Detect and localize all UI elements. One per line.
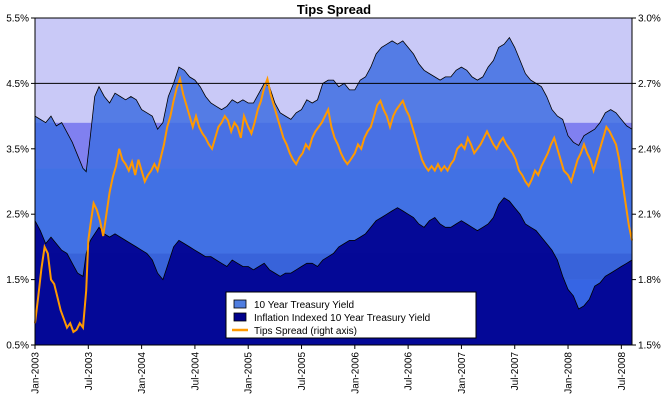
x-tick-label: Jul-2004	[190, 352, 201, 391]
plot-frame	[34, 17, 633, 346]
y-right-tick-label: 2.7%	[638, 79, 661, 90]
series-areas	[34, 36, 633, 345]
x-tick-label: Jul-2006	[404, 352, 415, 391]
legend-box	[225, 291, 477, 339]
series-area	[35, 197, 632, 345]
legend-label: 10 Year Treasury Yield	[254, 300, 354, 311]
x-tick-label: Jan-2003	[31, 352, 42, 394]
legend-label: Tips Spread (right axis)	[254, 326, 357, 337]
chart-title: Tips Spread	[297, 2, 371, 17]
series-area-outline	[34, 197, 633, 310]
y-right-tick-label: 2.4%	[638, 144, 661, 155]
y-right-tick-label: 3.0%	[638, 14, 661, 25]
y-right-tick-label: 1.5%	[638, 341, 661, 352]
series-area-outline	[34, 36, 633, 173]
x-tick-label: Jul-2003	[84, 352, 95, 391]
y-left-tick-label: 3.5%	[6, 144, 29, 155]
x-tick-label: Jul-2008	[617, 352, 628, 391]
y-right-tick-label: 1.8%	[638, 275, 661, 286]
legend-swatch	[233, 299, 247, 309]
axes: 0.5% 1.5% 2.5% 3.5% 4.5% 5.5% 1.5% 1.8% 2.1% 2.4%…	[6, 14, 661, 394]
x-tick-label: Jan-2007	[457, 352, 468, 394]
legend: 10 Year Treasury Yield Inflation Indexed …	[225, 291, 477, 339]
series-lines	[34, 75, 633, 334]
y-left-tick-label: 5.5%	[6, 14, 29, 25]
x-tick-label: Jan-2005	[244, 352, 255, 394]
y-left-tick-label: 2.5%	[6, 210, 29, 221]
x-tick-label: Jul-2005	[297, 352, 308, 391]
series-line	[34, 75, 633, 334]
legend-swatch	[233, 312, 247, 322]
x-tick-label: Jan-2004	[137, 352, 148, 394]
y-left-tick-label: 4.5%	[6, 79, 29, 90]
y-left-tick-label: 1.5%	[6, 275, 29, 286]
x-tick-label: Jul-2007	[510, 352, 521, 391]
legend-label: Inflation Indexed 10 Year Treasury Yield	[254, 313, 430, 324]
x-tick-label: Jan-2006	[350, 352, 361, 394]
x-tick-label: Jan-2008	[564, 352, 575, 394]
y-left-tick-label: 0.5%	[6, 341, 29, 352]
y-right-tick-label: 2.1%	[638, 210, 661, 221]
